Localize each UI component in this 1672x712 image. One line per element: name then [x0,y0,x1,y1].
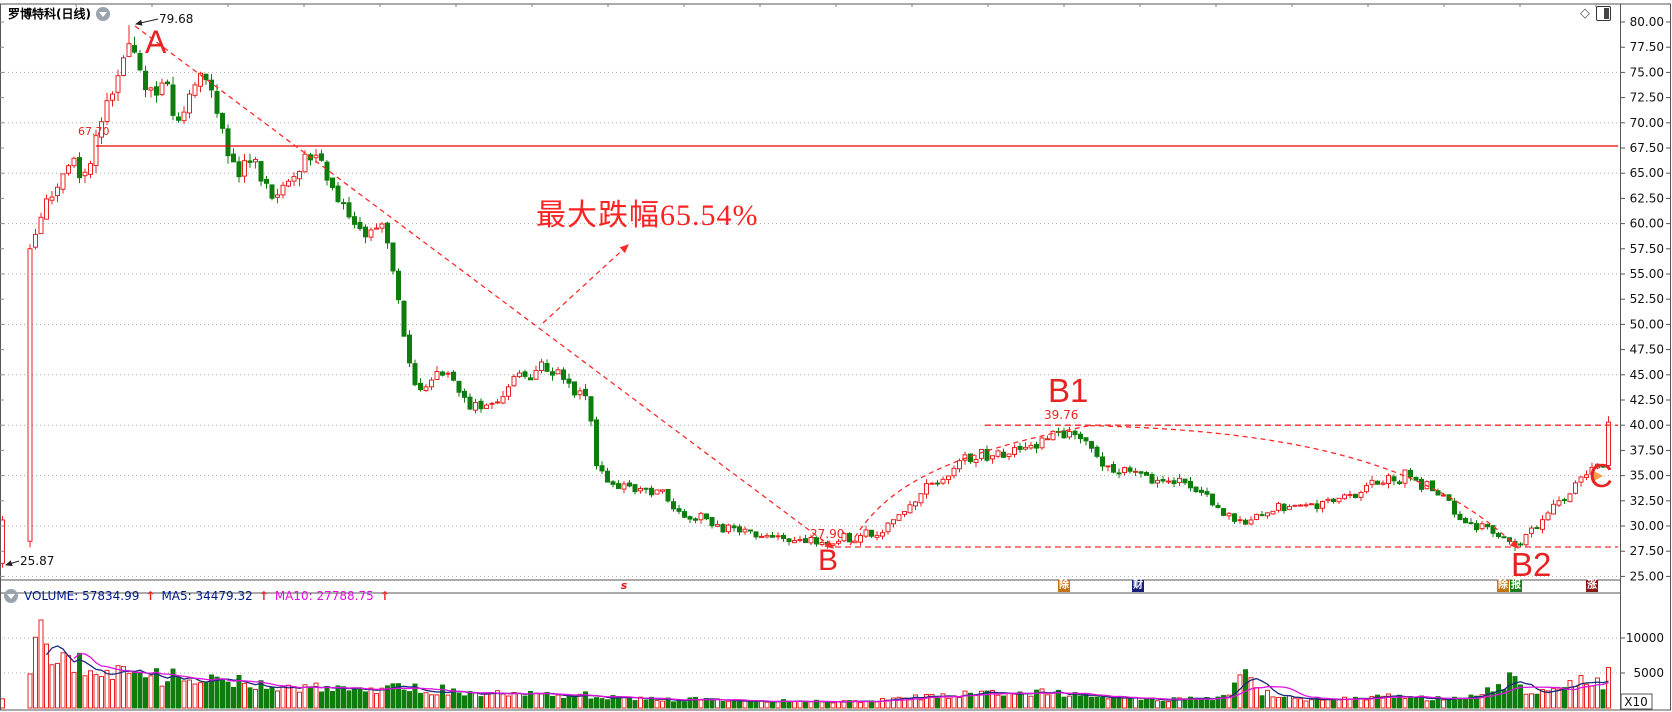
price-axis-label: 60.00 [1630,217,1664,231]
event-badge-exdividend-2[interactable]: 除 [1497,580,1509,592]
event-marker-s[interactable]: s [620,579,628,592]
page-title: 罗博特科(日线) [8,7,91,21]
volume-value: VOLUME: 57834.99 [24,589,140,603]
price-axis-label: 50.00 [1630,317,1664,331]
price-axis-label: 47.50 [1630,343,1664,357]
price-axis-label: 77.50 [1630,40,1664,54]
price-axis-label: 57.50 [1630,242,1664,256]
annotation-b: B [818,544,839,577]
price-axis-label: 72.50 [1630,91,1664,105]
price-axis-label: 30.00 [1630,519,1664,533]
price-axis-label: 75.00 [1630,65,1664,79]
price-axis-label: 27.50 [1630,544,1664,558]
price-axis-label: 67.50 [1630,141,1664,155]
red-overlays [5,18,1618,567]
event-badge-exdividend[interactable]: 除 [1058,580,1070,592]
price-axis-label: 40.00 [1630,418,1664,432]
annotation-a: A [145,24,167,60]
volume-ma-lines [45,645,1609,703]
event-badge-annual-report[interactable]: 报 [1510,580,1522,592]
diamond-icon[interactable]: ◇ [1580,6,1590,21]
price-axis-label: 62.50 [1630,191,1664,205]
annotation-b1: B1 [1048,372,1089,409]
volume-axis-label: 10000 [1626,631,1664,645]
max-drawdown-annotation: 最大跌幅65.54% [536,199,759,232]
candles-and-volume [0,25,1611,709]
volume-axis-label: 5000 [1633,666,1664,680]
ma10-value: MA10: 27788.75 [274,589,374,603]
price-axis-label: 55.00 [1630,267,1664,281]
volume-multiplier: X10 [1624,695,1648,709]
volume-chevron-down-icon[interactable] [4,589,18,603]
price-axis-label: 35.00 [1630,469,1664,483]
axes-frame: 80.00 77.50 75.00 72.50 70.00 67.50 65.00 62.50… [0,3,1671,711]
price-axis-label: 52.50 [1630,292,1664,306]
price-axis-label: 45.00 [1630,368,1664,382]
price-axis-label: 32.50 [1630,494,1664,508]
price-axis-label: 42.50 [1630,393,1664,407]
ma10-up-arrow-icon: ↑ [379,589,390,603]
chevron-down-icon[interactable] [95,6,110,21]
ma5-up-arrow-icon: ↑ [258,589,269,603]
first-low-price-label: 25.87 [20,554,55,568]
price-axis-label: 65.00 [1630,166,1664,180]
volume-up-arrow-icon: ↑ [145,589,156,603]
annotation-c: C [1589,457,1613,494]
price-axis-label: 80.00 [1630,15,1664,29]
ref-price-label: 67.70 [78,125,110,138]
peak-price-label: 79.68 [159,12,194,26]
price-axis-label: 25.00 [1630,569,1664,583]
price-axis-label: 37.50 [1630,443,1664,457]
panel-toggle-icon[interactable] [1596,6,1611,21]
event-badge-limit-up[interactable]: 涨 [1586,580,1598,592]
ma5-value: MA5: 34479.32 [161,589,253,603]
price-axis-label: 70.00 [1630,116,1664,130]
b1-price-label: 39.76 [1044,408,1079,422]
annotation-b2: B2 [1511,546,1552,583]
event-badge-financial-report[interactable]: 财 [1132,580,1144,592]
